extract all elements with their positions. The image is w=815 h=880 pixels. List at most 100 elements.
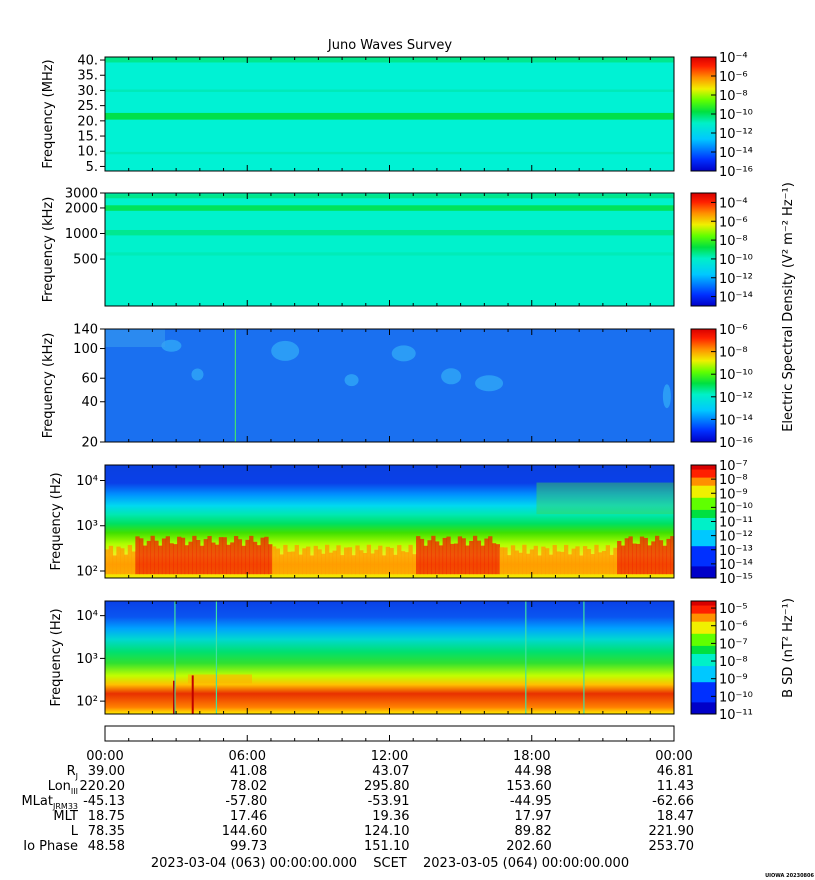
colorbar-step	[691, 625, 716, 630]
intensity-column	[127, 544, 133, 575]
intensity-column	[643, 537, 648, 575]
intensity-column	[442, 537, 447, 575]
colorbars: 10⁻⁴ 10⁻⁶ 10⁻⁸ 10⁻¹⁰ 10⁻¹² 10⁻¹⁴ 10⁻¹⁶ 10⁻⁴ 10⁻⁶…	[690, 51, 753, 723]
colorbar-step	[691, 533, 716, 539]
y-tick-label: 35.	[77, 69, 98, 84]
colorbar-step	[691, 709, 716, 715]
intensity-column	[453, 543, 459, 575]
colorbar-tick-label: 10⁻¹¹	[719, 516, 753, 531]
intensity-column	[598, 552, 603, 575]
intensity-column	[571, 548, 576, 575]
y-tick-label: 10.	[77, 145, 98, 160]
colorbar-step	[691, 693, 716, 699]
intensity-column	[298, 554, 303, 575]
time-scale-label: SCET	[373, 856, 407, 871]
colorbar-step	[691, 481, 716, 486]
y-axis-label: Frequency (MHz)	[41, 59, 56, 168]
intensity-column	[203, 539, 208, 575]
colorbar-tick-label: 10⁻⁴	[719, 196, 748, 211]
intensity-column	[472, 535, 478, 575]
y-tick-label: 10³	[76, 519, 98, 534]
colorbar-tick-label: 10⁻⁸	[719, 346, 748, 361]
colorbar-gradient	[691, 329, 716, 442]
intensity-column	[495, 544, 501, 575]
colorbar-tick-label: 10⁻¹⁰	[719, 690, 753, 705]
intensity-column	[105, 549, 110, 575]
colorbar-step	[691, 673, 716, 679]
intensity-column	[507, 555, 512, 575]
intensity-column	[423, 545, 428, 575]
colorbar-tick-label: 10⁻⁸	[719, 89, 748, 104]
colorbar-step	[691, 605, 716, 610]
intensity-column	[560, 551, 565, 575]
emission-patch	[105, 329, 165, 347]
y-tick-label: 10⁴	[76, 474, 98, 489]
intensity-column	[237, 539, 243, 575]
ephemeris-row-label: RJ	[67, 764, 78, 781]
panel-4: 10² 10³ 10⁴ Frequency (Hz)	[49, 464, 675, 579]
colorbar-step	[691, 469, 716, 474]
time-axis: 00:00 06:00 12:00 18:00 00:00	[86, 725, 693, 764]
colorbar-step	[691, 633, 716, 638]
intensity-column	[567, 554, 573, 575]
intensity-column	[586, 549, 592, 575]
intensity-column	[158, 545, 163, 575]
y-tick-label: 500	[73, 253, 98, 268]
colorbar-step	[691, 561, 716, 567]
y-tick-label: 100	[73, 342, 98, 357]
y-tick-label: 60	[81, 372, 98, 387]
intensity-column	[617, 540, 622, 575]
intensity-column	[112, 555, 117, 575]
colorbar-tick-label: 10⁻⁹	[719, 487, 748, 502]
intensity-column	[294, 544, 299, 575]
chart-title: Juno Waves Survey	[327, 38, 453, 53]
colorbar-step	[691, 613, 716, 618]
colorbar-step	[691, 493, 716, 498]
ephemeris-value: -53.91	[368, 794, 410, 809]
spectrogram-image	[105, 601, 674, 714]
ephemeris-value: 202.60	[506, 839, 552, 854]
colorbar-gradient	[691, 193, 716, 306]
ephemeris-value: 18.47	[657, 809, 694, 824]
intensity-column	[135, 536, 140, 575]
intensity-column	[563, 544, 569, 575]
colorbar-step	[691, 661, 716, 667]
colorbar-step	[691, 697, 716, 703]
intensity-column	[408, 544, 413, 575]
intensity-column	[211, 542, 216, 575]
intensity-column	[450, 543, 455, 575]
colorbar-tick-label: 10⁻¹⁵	[719, 572, 753, 587]
ephemeris-row-label: Io Phase	[23, 839, 78, 854]
intensity-column	[150, 535, 155, 575]
magnetic-colorbar-label: B SD (nT² Hz⁻¹)	[781, 598, 796, 698]
colorbar-tick-label: 10⁻¹⁰	[719, 368, 753, 383]
intensity-column	[317, 549, 322, 575]
intensity-column	[651, 541, 656, 575]
colorbar-tick-label: 10⁻¹⁶	[719, 436, 753, 451]
intensity-column	[620, 545, 626, 575]
ephemeris-value: 78.02	[230, 779, 267, 794]
emission-band	[105, 252, 674, 256]
intensity-column	[218, 537, 224, 575]
intensity-column	[180, 537, 186, 575]
intensity-column	[173, 544, 178, 575]
ephemeris-value: 89.82	[515, 824, 552, 839]
intensity-column	[658, 540, 664, 575]
colorbar-tick-label: 10⁻¹²	[719, 391, 753, 406]
intensity-column	[412, 554, 417, 575]
intensity-column	[161, 538, 167, 575]
colorbar-step	[691, 545, 716, 551]
intensity-column	[188, 541, 193, 575]
emission-patch	[391, 345, 416, 362]
intensity-column	[397, 545, 402, 575]
intensity-column	[241, 545, 246, 575]
intensity-column	[120, 548, 125, 575]
intensity-column	[446, 536, 451, 575]
colorbar-tick-label: 10⁻¹⁴	[719, 291, 753, 306]
colorbar-step	[691, 501, 716, 506]
ephemeris-value: -57.80	[225, 794, 267, 809]
colorbar-tick-label: 10⁻¹⁴	[719, 146, 753, 161]
intensity-column	[302, 548, 307, 575]
ephemeris-value: 17.46	[230, 809, 267, 824]
